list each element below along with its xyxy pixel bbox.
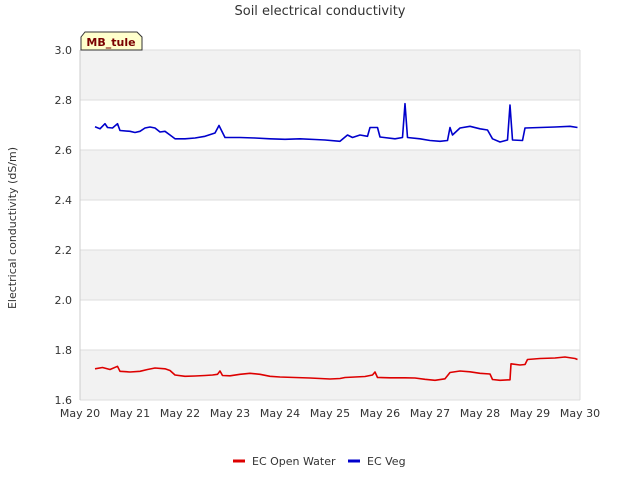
- x-tick-label: May 23: [210, 407, 250, 420]
- y-axis-title: Electrical conductivity (dS/m): [6, 147, 19, 309]
- station-badge-label: MB_tule: [86, 36, 135, 49]
- x-tick-label: May 26: [360, 407, 400, 420]
- legend-label: EC Open Water: [252, 455, 336, 468]
- plot-area: [80, 50, 580, 400]
- x-tick-label: May 20: [60, 407, 100, 420]
- legend-label: EC Veg: [367, 455, 406, 468]
- y-tick-label: 2.0: [55, 294, 73, 307]
- x-tick-label: May 27: [410, 407, 450, 420]
- series-line-ec-veg: [94, 102, 578, 143]
- y-tick-label: 2.6: [55, 144, 73, 157]
- y-tick-label: 2.8: [55, 94, 73, 107]
- plot-background: [80, 50, 580, 400]
- y-tick-label: 1.6: [55, 394, 73, 407]
- station-badge: MB_tule: [80, 31, 143, 51]
- y-tick-label: 2.2: [55, 244, 73, 257]
- station-badge-shape: [80, 31, 143, 51]
- x-tick-label: May 28: [460, 407, 500, 420]
- y-axis-ticks: 1.6 1.8 2.0 2.2 2.4 2.6 2.8 3.0: [55, 44, 73, 407]
- plot-band: [80, 150, 580, 200]
- x-tick-label: May 22: [160, 407, 200, 420]
- y-tick-label: 2.4: [55, 194, 73, 207]
- x-tick-label: May 25: [310, 407, 350, 420]
- grid-lines: [79, 49, 581, 401]
- x-tick-label: May 21: [110, 407, 150, 420]
- series-lines: [94, 102, 578, 382]
- x-tick-label: May 29: [510, 407, 550, 420]
- x-axis-ticks: May 20 May 21 May 22 May 23 May 24 May 25 May …: [60, 407, 600, 420]
- y-tick-label: 3.0: [55, 44, 73, 57]
- legend: EC Open Water EC Veg: [233, 455, 406, 468]
- y-tick-label: 1.8: [55, 344, 73, 357]
- series-line-ec-open-water: [94, 356, 578, 382]
- plot-band: [80, 250, 580, 300]
- plot-band: [80, 50, 580, 100]
- plot-band: [80, 350, 580, 400]
- x-tick-label: May 30: [560, 407, 600, 420]
- x-tick-label: May 24: [260, 407, 300, 420]
- chart-title: Soil electrical conductivity: [234, 4, 405, 19]
